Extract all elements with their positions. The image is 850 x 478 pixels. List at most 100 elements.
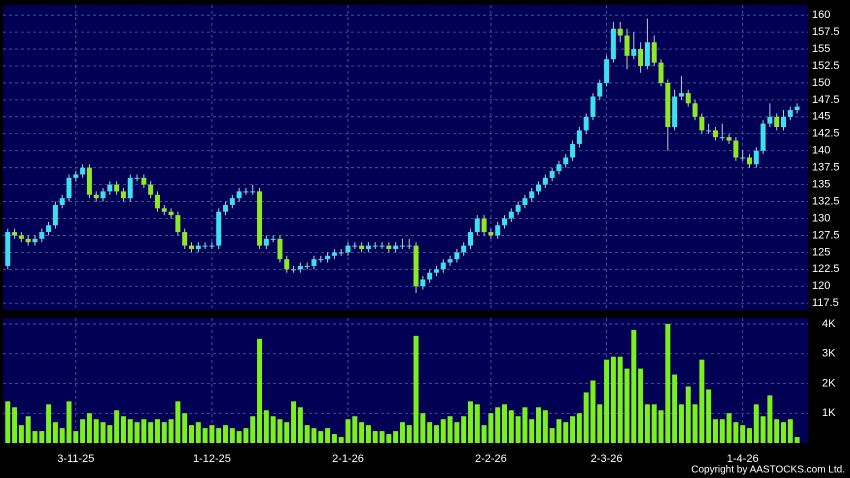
volume-bar xyxy=(359,422,365,443)
candle-body xyxy=(427,272,433,280)
candle-body xyxy=(250,191,256,193)
candle-body xyxy=(753,150,759,165)
volume-bar xyxy=(753,404,759,443)
candle-body xyxy=(502,218,508,226)
volume-bar xyxy=(209,425,215,443)
volume-bar xyxy=(365,425,371,443)
candle-body xyxy=(188,245,194,249)
volume-bar xyxy=(638,368,644,443)
volume-bar xyxy=(420,413,426,443)
volume-bar xyxy=(66,401,72,443)
volume-bar xyxy=(12,407,18,443)
volume-bar xyxy=(665,323,671,443)
volume-bar xyxy=(182,413,188,443)
volume-bar xyxy=(250,416,256,443)
candle-body xyxy=(406,245,412,247)
candle-body xyxy=(712,130,718,138)
candle-body xyxy=(257,191,263,246)
candle-body xyxy=(379,245,385,247)
y-tick-label: 160 xyxy=(812,9,830,21)
volume-bar xyxy=(495,407,501,443)
volume-bar xyxy=(338,437,344,443)
volume-bar xyxy=(474,404,480,443)
candle-body xyxy=(495,225,501,236)
candle-body xyxy=(454,252,460,260)
volume-bar xyxy=(120,416,126,443)
candle-body xyxy=(365,245,371,249)
candle-body xyxy=(692,103,698,117)
candle-body xyxy=(5,232,11,266)
candle-body xyxy=(440,262,446,270)
volume-bar xyxy=(195,422,201,443)
candle-body xyxy=(263,238,269,246)
volume-bar xyxy=(52,422,58,443)
candle-body xyxy=(631,49,637,56)
candle-body xyxy=(154,194,160,209)
candle-body xyxy=(161,208,167,212)
volume-bar xyxy=(379,431,385,443)
volume-bar xyxy=(175,401,181,443)
y-tick-label: 155 xyxy=(812,43,830,55)
volume-bar xyxy=(386,434,392,443)
candle-body xyxy=(787,110,793,117)
candle-body xyxy=(216,211,222,246)
volume-bar xyxy=(433,425,439,443)
volume-bar xyxy=(699,359,705,443)
volume-bar xyxy=(114,410,120,443)
candle-body xyxy=(372,245,378,247)
candle-body xyxy=(740,157,746,159)
candle-body xyxy=(719,137,725,139)
candle-body xyxy=(195,245,201,249)
candle-body xyxy=(345,245,351,253)
x-tick-label: 2-3-26 xyxy=(591,453,623,465)
volume-bar xyxy=(263,410,269,443)
volume-bar xyxy=(18,425,24,443)
candle-body xyxy=(209,245,215,247)
y2-tick-label: 4K xyxy=(822,318,836,330)
candle-body xyxy=(168,211,174,216)
candle-body xyxy=(781,116,787,127)
volume-bar xyxy=(536,407,542,443)
x-tick-label: 2-2-26 xyxy=(475,453,507,465)
candle-body xyxy=(590,96,596,117)
candle-body xyxy=(433,269,439,273)
candle-body xyxy=(141,177,147,185)
volume-bar xyxy=(570,416,576,443)
y2-tick-label: 2K xyxy=(822,377,836,389)
volume-bar xyxy=(746,428,752,443)
candle-body xyxy=(597,82,603,97)
copyright: Copyright by AASTOCKS.com Ltd. xyxy=(691,465,845,476)
volume-bar xyxy=(488,413,494,443)
candle-body xyxy=(549,171,555,178)
volume-bar xyxy=(311,428,317,443)
candle-body xyxy=(672,96,678,127)
candle-body xyxy=(100,191,106,199)
volume-bar xyxy=(767,395,773,443)
volume-bar xyxy=(794,437,800,443)
volume-bar xyxy=(161,422,167,443)
volume-bar xyxy=(148,422,154,443)
candle-body xyxy=(32,238,38,243)
y-tick-label: 130 xyxy=(812,212,830,224)
candle-body xyxy=(461,245,467,253)
candle-body xyxy=(556,164,562,172)
candle-body xyxy=(467,232,473,246)
candle-body xyxy=(399,245,405,247)
volume-bar xyxy=(284,422,290,443)
y-tick-label: 125 xyxy=(812,246,830,258)
volume-bar xyxy=(297,407,303,443)
candle-body xyxy=(59,198,65,205)
y-tick-label: 127.5 xyxy=(812,229,840,241)
volume-bar xyxy=(93,419,99,443)
x-tick-label: 2-1-26 xyxy=(332,453,364,465)
y-tick-label: 150 xyxy=(812,77,830,89)
y-tick-label: 157.5 xyxy=(812,26,840,38)
volume-bar xyxy=(781,422,787,443)
candle-body xyxy=(638,49,644,66)
volume-bar xyxy=(277,419,283,443)
candle-body xyxy=(148,184,154,195)
candle-body xyxy=(284,259,290,270)
volume-bar xyxy=(243,428,249,443)
candle-body xyxy=(733,140,739,158)
